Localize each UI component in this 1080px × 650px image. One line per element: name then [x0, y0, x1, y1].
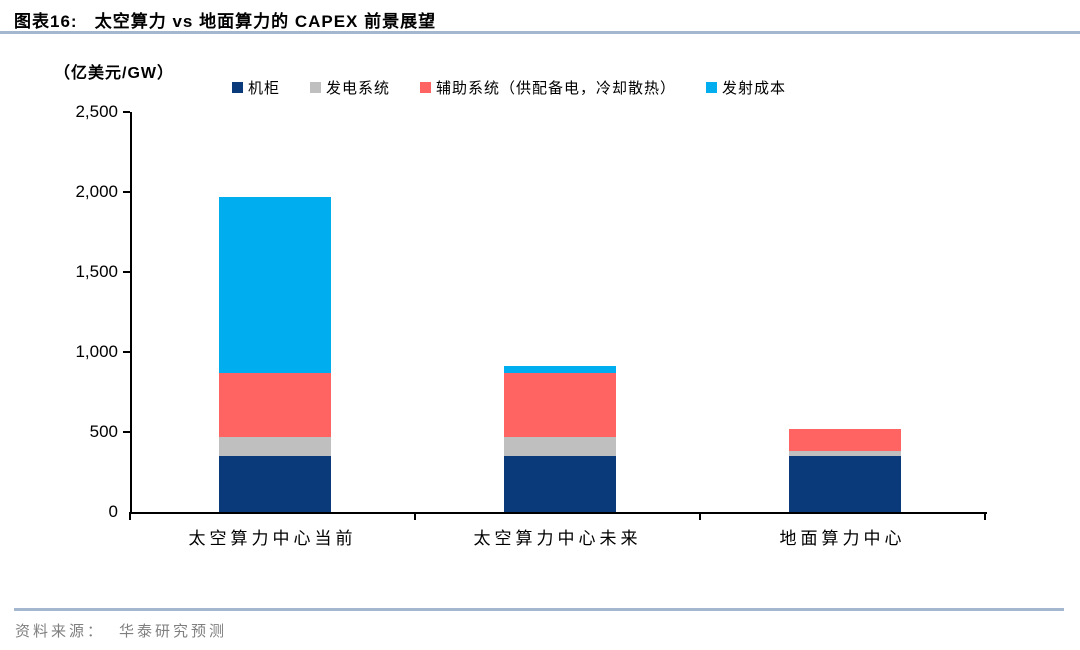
y-axis-tick-label: 1,500: [75, 262, 118, 281]
y-axis-tick-label: 1,000: [75, 342, 118, 361]
x-axis-tick-mark: [129, 512, 131, 520]
legend-swatch-icon: [420, 82, 432, 93]
source-label: 资料来源：: [15, 624, 106, 640]
y-axis-unit-label: （亿美元/GW）: [54, 65, 174, 82]
legend-item: 机柜: [232, 77, 280, 98]
bar-segment-4: [503, 366, 616, 373]
y-axis-tick-label: 0: [108, 502, 118, 521]
legend-item: 发电系统: [310, 77, 390, 98]
source-value: 华泰研究预测: [119, 624, 228, 640]
bar-segment-3: [503, 372, 616, 437]
y-axis-tick-mark: [123, 191, 130, 193]
y-axis-tick-label: 2,500: [75, 102, 118, 121]
legend-label: 辅助系统（供配备电，冷却散热）: [436, 81, 677, 97]
bar-segment-3: [218, 372, 331, 437]
legend-swatch-icon: [232, 82, 243, 93]
y-axis-tick-mark: [123, 271, 130, 273]
source-note: 资料来源： 华泰研究预测: [15, 620, 241, 641]
bar-segment-1: [788, 456, 901, 512]
bar-segment-2: [788, 451, 901, 456]
bar-segment-3: [788, 428, 901, 452]
x-axis-label: 太空算力中心当前: [188, 529, 357, 548]
legend-label: 发电系统: [326, 81, 391, 97]
x-axis-tick-mark: [699, 512, 701, 520]
plot-area: [130, 112, 987, 514]
legend-item: 发射成本: [706, 77, 786, 98]
bar-segment-1: [218, 456, 331, 512]
legend-item: 辅助系统（供配备电，冷却散热）: [420, 77, 676, 98]
y-axis-tick-mark: [123, 351, 130, 353]
y-axis-tick-mark: [123, 431, 130, 433]
bar-segment-2: [218, 436, 331, 456]
legend-swatch-icon: [706, 82, 718, 93]
footer-divider-line: [14, 608, 1064, 611]
x-axis-tick-mark: [984, 512, 986, 520]
title-divider-line: [0, 31, 1080, 34]
bar-segment-1: [503, 456, 616, 512]
x-axis-tick-mark: [414, 512, 416, 520]
legend-label: 发射成本: [722, 81, 787, 97]
y-axis-tick-mark: [123, 111, 130, 113]
y-axis-tick-label: 500: [89, 422, 118, 441]
figure-title: 图表16: 太空算力 vs 地面算力的 CAPEX 前景展望: [14, 12, 437, 31]
bar-segment-2: [503, 436, 616, 456]
x-axis-label: 地面算力中心: [779, 529, 906, 548]
legend-label: 机柜: [248, 81, 281, 97]
chart-legend: 机柜 发电系统 辅助系统（供配备电，冷却散热） 发射成本: [232, 77, 786, 98]
y-axis-tick-label: 2,000: [75, 182, 118, 201]
bar-segment-4: [218, 196, 331, 373]
legend-swatch-icon: [310, 82, 322, 93]
x-axis-label: 太空算力中心未来: [473, 529, 642, 548]
